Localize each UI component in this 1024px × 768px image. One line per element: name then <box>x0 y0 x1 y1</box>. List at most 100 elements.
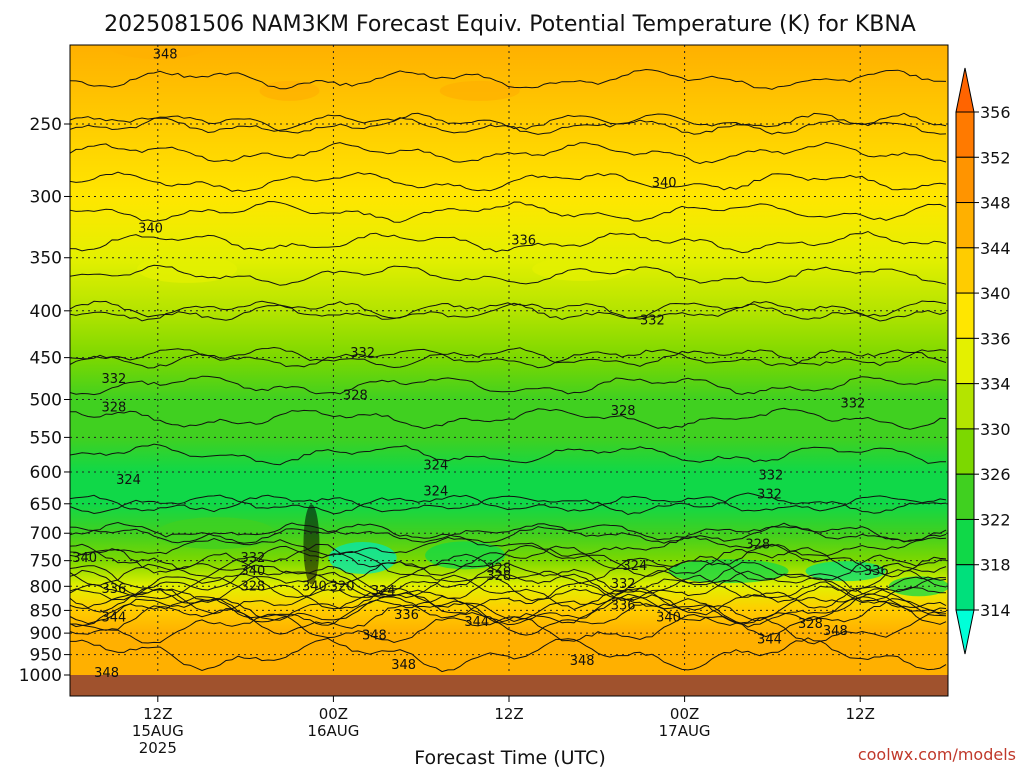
contour-label: 324 <box>116 473 141 488</box>
contour-label: 328 <box>798 617 823 632</box>
colorbar-tick-label: 322 <box>980 510 1011 529</box>
contour-label: 348 <box>153 48 178 63</box>
x-tick-label: 16AUG <box>307 722 359 740</box>
contour-label: 328 <box>486 562 511 577</box>
contour-label: 332 <box>101 372 126 387</box>
y-tick-label: 250 <box>30 115 62 135</box>
contour-label: 340 <box>241 564 266 579</box>
field-anomaly <box>259 80 320 101</box>
contour-label: 336 <box>511 233 536 248</box>
colorbar-segment <box>955 564 975 611</box>
y-tick-label: 300 <box>30 187 62 207</box>
y-axis-ticks: 250 300 350 400 450 500 550 600 650 700 750 800 850 9… <box>19 115 70 686</box>
y-tick-label: 900 <box>30 624 62 644</box>
contour-line <box>70 613 947 645</box>
x-tick-label: 12Z <box>846 705 875 723</box>
contour-label: 332 <box>840 396 865 411</box>
y-tick-label: 650 <box>30 495 62 515</box>
y-tick-label: 350 <box>30 249 62 269</box>
contour-label: 332 <box>757 488 782 503</box>
colorbar-segment <box>955 111 975 158</box>
contour-label: 340 <box>138 221 163 236</box>
contour-line <box>70 569 946 602</box>
contour-line <box>70 300 947 322</box>
colorbar-tick-label: 318 <box>980 556 1011 575</box>
contour-line <box>70 112 947 135</box>
field-anomaly <box>405 648 466 669</box>
colorbar-under-triangle <box>955 609 975 655</box>
x-axis-label: Forecast Time (UTC) <box>414 747 605 768</box>
contour-label: 336 <box>101 582 126 597</box>
contour-line <box>70 346 947 369</box>
contour-line <box>70 492 947 516</box>
colorbar-tick-label: 344 <box>980 239 1011 258</box>
colorbar-segment <box>955 337 975 385</box>
colorbar-tick-label: 314 <box>980 601 1011 620</box>
field-anomaly <box>137 254 238 283</box>
contour-label: 328 <box>745 537 770 552</box>
y-tick-label: 950 <box>30 646 62 666</box>
contour-line <box>70 200 947 223</box>
contour-line <box>70 443 947 466</box>
gridlines <box>70 45 948 675</box>
contour-label: 348 <box>570 654 595 669</box>
contour-label: 328 <box>486 569 511 584</box>
colorbar-segment <box>955 292 975 339</box>
contour-label: 340 <box>652 176 677 191</box>
y-tick-label: 750 <box>30 552 62 572</box>
contour-label: 340 <box>656 610 681 625</box>
chart-title: 2025081506 NAM3KM Forecast Equiv. Potent… <box>104 12 916 37</box>
contour-label: 328 <box>611 404 636 419</box>
contour-label: 328 <box>241 579 266 594</box>
y-tick-label: 500 <box>30 391 62 411</box>
contour-line <box>70 141 947 165</box>
contour-label: 348 <box>823 624 848 639</box>
credit-text: coolwx.com/models <box>858 745 1016 764</box>
contour-label: 328 <box>343 389 368 404</box>
contour-label: 332 <box>759 468 784 483</box>
contour-label: 344 <box>101 610 126 625</box>
contour-label: 336 <box>394 608 419 623</box>
field-anomaly <box>668 559 789 584</box>
contour-label: 340 <box>302 579 327 594</box>
y-tick-label: 850 <box>30 601 62 621</box>
x-tick-label: 00Z <box>670 705 699 723</box>
contour-line <box>70 375 947 396</box>
contour-line <box>70 264 947 286</box>
colorbar-segment <box>955 202 975 249</box>
contour-label: 332 <box>611 577 636 592</box>
contour-label: 348 <box>362 628 387 643</box>
contour-line <box>70 552 947 586</box>
colorbar-over-triangle <box>955 67 975 113</box>
colorbar-segment <box>955 518 975 566</box>
ground-band <box>70 675 948 696</box>
contour-line <box>70 407 947 430</box>
colorbar-segment <box>955 383 975 430</box>
plot-area <box>70 45 948 696</box>
contour-label: 340 <box>72 551 97 566</box>
contour-line <box>70 68 947 90</box>
contour-label: 348 <box>94 666 119 681</box>
colorbar-segment <box>955 473 975 520</box>
contour-line <box>70 561 947 596</box>
y-tick-label: 600 <box>30 463 62 483</box>
contour-line <box>70 637 947 673</box>
field-anomaly <box>659 638 740 679</box>
contour-line <box>70 300 947 322</box>
contour-line <box>70 581 947 616</box>
colorbar-tick-label: 348 <box>980 194 1011 213</box>
contour-label: 324 <box>423 484 448 499</box>
field-anomaly <box>303 504 320 585</box>
contour-label: 344 <box>757 633 782 648</box>
contour-line <box>70 171 947 192</box>
contour-line <box>70 348 947 369</box>
contour-line <box>70 112 947 135</box>
colorbar-tick-label: 336 <box>980 329 1011 348</box>
colorbar-segment <box>955 428 975 475</box>
contour-label: 348 <box>391 658 416 673</box>
colorbar-tick-label: 352 <box>980 148 1011 167</box>
contour-line <box>70 574 947 611</box>
